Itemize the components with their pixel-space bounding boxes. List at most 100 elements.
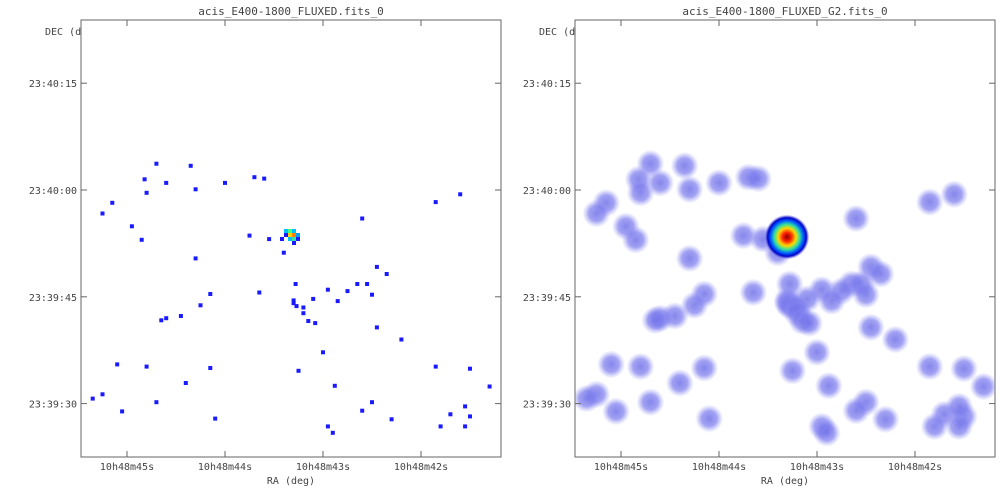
- smoothed-blob: [575, 384, 601, 413]
- event-point: [458, 192, 463, 197]
- event-point: [301, 311, 306, 316]
- source-pixel: [296, 237, 300, 241]
- smoothed-blob: [852, 280, 880, 309]
- smoothed-blob: [739, 278, 768, 307]
- chart-panel-smoothed: acis_E400-1800_FLUXED_G2.fits_0 DEC (deg…: [523, 5, 996, 487]
- smoothed-blob: [795, 309, 824, 338]
- smoothed-blob: [670, 151, 699, 180]
- smoothed-blob: [915, 188, 944, 217]
- event-point: [433, 200, 438, 205]
- event-point: [110, 200, 115, 205]
- event-point: [178, 314, 183, 318]
- x-tick-label: 10h48m42s: [888, 462, 942, 473]
- smoothed-blob: [842, 396, 871, 425]
- event-point: [281, 250, 286, 255]
- source-pixel: [292, 241, 296, 245]
- event-point: [325, 424, 330, 429]
- event-point: [193, 187, 198, 192]
- event-point: [100, 211, 105, 216]
- x-tick-label: 10h48m43s: [296, 462, 350, 473]
- source-pixel: [292, 237, 296, 241]
- smoothed-blob: [705, 168, 733, 197]
- event-point: [291, 301, 296, 306]
- smoothed-blob: [842, 204, 871, 233]
- smoothed-blob: [814, 371, 843, 400]
- smoothed-blob: [871, 405, 900, 434]
- event-point: [355, 282, 360, 286]
- x-axis-label: RA (deg): [761, 476, 809, 487]
- event-point: [389, 417, 394, 422]
- x-axis-label: RA (deg): [267, 476, 315, 487]
- event-point: [294, 304, 299, 309]
- event-point: [370, 400, 374, 405]
- chart-title: acis_E400-1800_FLUXED.fits_0: [198, 5, 383, 18]
- x-tick-label: 10h48m42s: [394, 462, 448, 473]
- source-pixel: [284, 233, 288, 237]
- event-point: [164, 180, 169, 185]
- event-point: [296, 368, 301, 373]
- smoothed-blob: [945, 412, 974, 441]
- event-point: [487, 384, 492, 389]
- event-point: [374, 325, 379, 330]
- event-point: [183, 381, 188, 385]
- event-point: [370, 292, 374, 297]
- smoothed-blob: [744, 164, 773, 193]
- smoothed-blob: [920, 412, 949, 441]
- event-point: [154, 161, 159, 166]
- smoothed-blob: [675, 175, 704, 204]
- smoothed-blob: [582, 199, 611, 228]
- event-point: [291, 298, 296, 303]
- event-point: [267, 237, 272, 242]
- x-tick-label: 10h48m44s: [198, 462, 252, 473]
- event-point: [90, 396, 95, 401]
- event-point: [193, 256, 198, 261]
- event-point: [142, 177, 147, 182]
- event-point: [252, 175, 257, 180]
- source-pixel: [284, 229, 288, 233]
- event-point: [306, 319, 311, 323]
- y-axis-label: DEC (deg): [539, 27, 593, 38]
- event-point: [448, 412, 453, 417]
- event-point: [247, 233, 252, 238]
- smoothed-blob: [803, 338, 831, 367]
- event-point: [301, 305, 306, 310]
- y-tick-label: 23:39:30: [523, 400, 571, 411]
- event-point: [213, 416, 218, 421]
- source-pixel: [292, 233, 296, 237]
- event-point: [129, 224, 134, 229]
- event-point: [330, 430, 335, 435]
- event-point: [115, 362, 120, 367]
- source-pixel: [288, 229, 292, 233]
- smoothed-blob: [969, 372, 995, 401]
- event-point: [360, 216, 365, 221]
- x-tick-label: 10h48m45s: [594, 462, 648, 473]
- smoothed-blob: [621, 225, 650, 254]
- y-tick-label: 23:40:15: [29, 79, 77, 90]
- smoothed-blob: [812, 418, 841, 447]
- event-point: [468, 414, 472, 419]
- event-point: [154, 400, 159, 405]
- smoothed-blob: [636, 388, 665, 417]
- bright-source: [765, 215, 809, 259]
- smoothed-blob: [881, 325, 910, 354]
- smoothed-blob: [778, 356, 807, 385]
- event-point: [345, 289, 350, 294]
- smoothed-blob: [690, 354, 719, 382]
- axes: 10h48m45s 10h48m44s 10h48m43s 10h48m42s 23:4…: [523, 20, 995, 473]
- source-pixel: [288, 233, 292, 237]
- smoothed-blob: [817, 287, 846, 316]
- smoothed-blob: [675, 244, 704, 273]
- event-point: [360, 408, 365, 413]
- x-tick-label: 10h48m44s: [692, 462, 746, 473]
- source-pixel: [296, 233, 300, 237]
- y-tick-label: 23:39:30: [29, 400, 77, 411]
- event-point: [223, 180, 227, 185]
- event-point: [164, 316, 169, 321]
- event-point: [463, 404, 468, 409]
- event-point: [293, 282, 298, 286]
- event-point: [188, 163, 193, 168]
- smoothed-blob: [950, 354, 978, 383]
- smoothed-blob: [695, 404, 724, 433]
- chart-panel-events: acis_E400-1800_FLUXED.fits_0 DEC (deg) R…: [29, 5, 502, 487]
- event-points: [90, 161, 492, 435]
